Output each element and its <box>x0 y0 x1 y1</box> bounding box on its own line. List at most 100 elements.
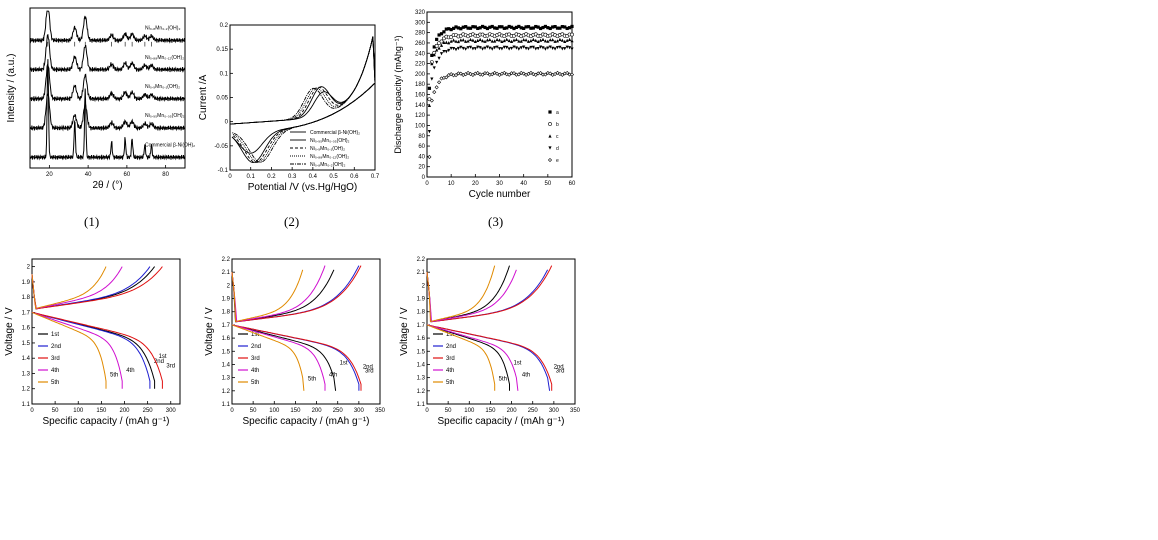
cycle-data-point <box>480 24 485 29</box>
gcd-charge-curve <box>231 265 326 323</box>
cycle-data-point <box>517 39 521 43</box>
gcd-discharge-curve <box>231 324 362 391</box>
x-tick-label: 60 <box>569 181 576 187</box>
gcd-discharge-curve <box>426 324 519 391</box>
x-tick-label: 300 <box>549 408 560 414</box>
cycle-data-point <box>541 46 545 50</box>
cycle-data-point <box>505 45 509 50</box>
cycle-data-point <box>458 71 463 76</box>
y-tick-label: 1.8 <box>22 295 31 301</box>
cycle-data-point <box>482 71 488 76</box>
cycle-data-point <box>483 39 487 43</box>
cycle-data-point <box>480 39 485 43</box>
cycle-data-point <box>522 37 526 42</box>
y-tick-label: 0 <box>422 175 426 181</box>
plot-frame <box>31 258 181 405</box>
gcd-cycle-label: 4th <box>329 372 337 378</box>
cycle-data-point <box>555 26 560 30</box>
cycle-data-point <box>519 70 524 75</box>
gcd2-panel: 0 50 100 150 200 250 300 350 1.1 1.2 1.3 1.4 1.5 1.6 1… <box>200 245 395 440</box>
x-tick-label: 150 <box>96 408 107 414</box>
cycle-data-point <box>432 45 436 49</box>
gcd-charge-curve <box>31 266 123 310</box>
cycle-data-point <box>563 39 567 43</box>
y-tick-label: 2.2 <box>417 257 426 263</box>
plot-frame <box>29 7 186 169</box>
gcd-charge-curve <box>31 266 155 310</box>
cycle-data-point <box>478 37 482 41</box>
xrd-chart: 20 40 60 80 2θ / (°) Intensity / (a.u.) Ni₀.₈M… <box>6 7 195 191</box>
cycle-data-point <box>558 45 562 49</box>
y-tick-label: 1.9 <box>22 280 31 286</box>
gcd-charge-curve <box>231 269 304 323</box>
gcd3-panel: 0 50 100 150 200 250 300 350 1.1 1.2 1.3 1.4 1.5 1.6 1… <box>395 245 590 440</box>
cycle-data-point <box>475 70 480 75</box>
gcd-legend-label: 3rd <box>251 356 260 362</box>
cycle-data-point <box>435 60 439 65</box>
x-axis-label: Specific capacity / (mAh g⁻¹) <box>43 416 170 427</box>
cycle-data-point <box>490 39 494 43</box>
y-tick-label: 1.4 <box>417 362 426 368</box>
cycle-data-point <box>442 49 446 54</box>
cycle-data-point <box>560 72 565 77</box>
gcd-discharge-curve <box>31 311 163 389</box>
x-tick-label: 50 <box>544 181 551 187</box>
y-tick-label: 1.3 <box>417 376 426 382</box>
cycle-data-point <box>529 39 533 43</box>
cycle-data-point <box>546 46 550 50</box>
cycle-data-point <box>509 46 514 51</box>
cycle-data-point <box>488 46 492 50</box>
cycle-data-point <box>490 72 495 77</box>
x-tick-label: 50 <box>250 408 257 414</box>
cycle-data-point <box>454 48 458 52</box>
cycle-data-point <box>468 45 473 49</box>
xrd-series-label: Ni₀.₉₅Mn₀.₀₅(OH)₂ <box>145 113 185 119</box>
cycle-data-point <box>543 47 548 51</box>
cycle-data-point <box>439 52 444 56</box>
gcd-legend-label: 1st <box>446 332 454 338</box>
cv-series-line <box>229 36 376 163</box>
cycle-data-point <box>522 45 526 49</box>
cycle-data-point <box>546 39 550 43</box>
x-tick-label: 40 <box>520 181 527 187</box>
y-tick-label: 1.3 <box>22 371 31 377</box>
cycle-data-point <box>439 32 444 36</box>
gcd-legend-label: 3rd <box>51 356 60 362</box>
gcd-charge-curve <box>426 269 517 323</box>
gcd1-panel: 0 50 100 150 200 250 300 1.1 1.2 1.3 1.4 1.5 1.6 1.7 1… <box>0 245 195 440</box>
cycle-data-point <box>551 25 555 29</box>
cycle-data-point <box>471 47 475 51</box>
cycle-data-point <box>567 72 572 77</box>
x-tick-label: 150 <box>485 408 496 414</box>
cycle-data-point <box>500 47 504 51</box>
cycle-data-point <box>500 25 504 29</box>
cycle-data-point <box>560 25 564 29</box>
gcd-charge-curve <box>231 265 360 323</box>
cycle-data-point <box>497 38 502 42</box>
x-tick-label: 300 <box>166 408 177 414</box>
gcd-cycle-label: 2nd <box>363 364 373 370</box>
cycle-data-point <box>466 46 470 50</box>
cycle-data-point <box>529 45 533 50</box>
cycle-data-point <box>476 38 480 42</box>
cycle-data-point <box>570 24 574 29</box>
cycle-data-point <box>476 26 480 31</box>
cycle-data-point <box>461 38 465 42</box>
cycle-legend-marker <box>548 122 552 126</box>
cycle-data-point <box>488 37 492 42</box>
xrd-series-label: Ni₀.₉Mn₀.₁(OH)₂ <box>145 84 180 90</box>
x-tick-label: 0.7 <box>371 174 380 180</box>
cycle-data-point <box>524 25 528 29</box>
cycle-data-point <box>464 25 468 29</box>
cycle-data-point <box>468 26 473 30</box>
cycle-data-point <box>524 46 528 51</box>
cycle-data-point <box>538 45 543 49</box>
cycle-data-point <box>430 77 434 81</box>
cycle-data-point <box>509 25 514 29</box>
xrd-series-line <box>29 33 186 73</box>
cycle-data-point <box>517 47 521 51</box>
cycle-data-point <box>480 47 485 51</box>
cycle-data-point <box>451 38 456 42</box>
y-tick-label: 1.3 <box>222 376 231 382</box>
cycle-data-point <box>553 39 557 43</box>
